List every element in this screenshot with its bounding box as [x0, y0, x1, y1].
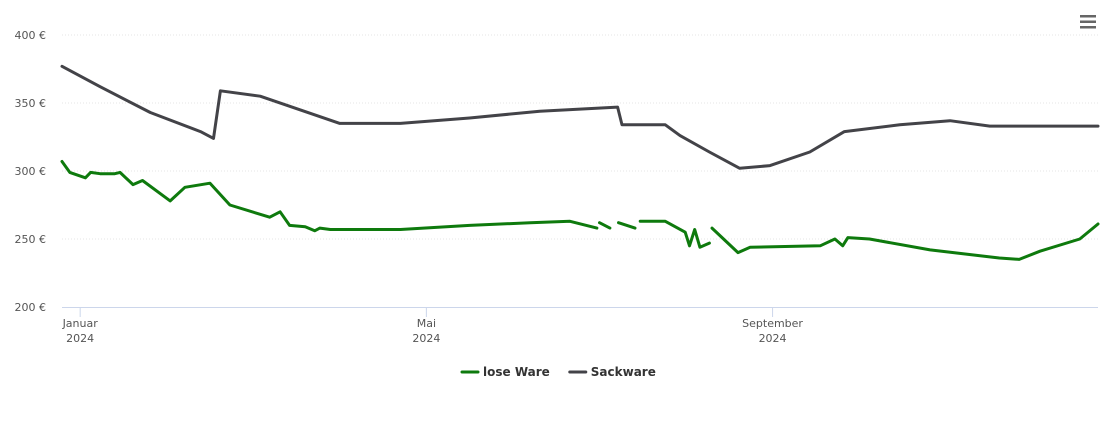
x-tick-label: September 2024 [742, 317, 803, 345]
series-line [60, 64, 1100, 170]
legend-label: lose Ware [483, 365, 550, 379]
y-tick-label: 250 € [15, 233, 47, 246]
legend-item[interactable]: lose Ware [460, 365, 550, 379]
x-tick-label: Januar 2024 [62, 317, 99, 345]
y-tick-label: 200 € [15, 301, 47, 314]
menu-bar [1080, 26, 1096, 29]
y-tick-label: 300 € [15, 165, 47, 178]
legend: lose Ware Sackware [460, 365, 656, 379]
x-tick-label: Mai 2024 [412, 317, 440, 345]
menu-bar [1080, 20, 1096, 23]
legend-label: Sackware [591, 365, 656, 379]
menu-bar [1080, 15, 1096, 18]
y-tick-label: 350 € [15, 97, 47, 110]
series-line [60, 160, 1100, 261]
legend-item[interactable]: Sackware [568, 365, 656, 379]
y-tick-label: 400 € [15, 29, 47, 42]
menu-button[interactable] [1080, 15, 1096, 29]
